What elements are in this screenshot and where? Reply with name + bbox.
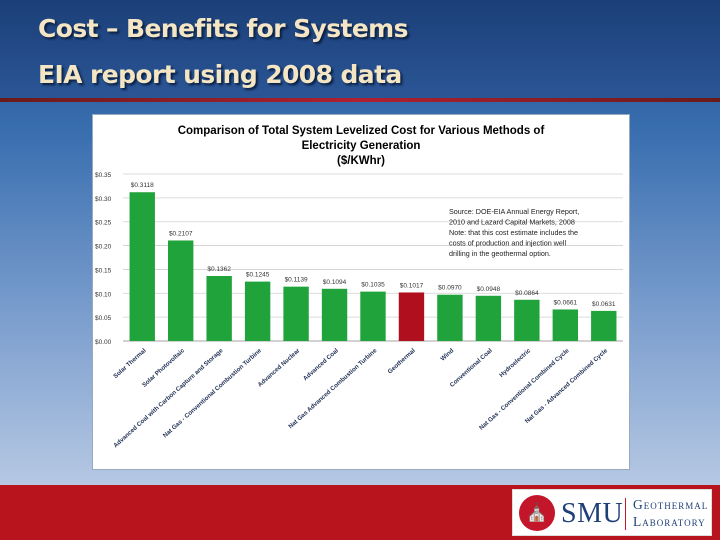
y-tick-label: $0.30 (95, 196, 112, 203)
slide-subtitle: EIA report using 2008 data (38, 60, 402, 89)
bar (206, 276, 232, 341)
category-label: Hydroelectric (498, 347, 532, 379)
bar (321, 288, 348, 341)
bar (552, 309, 578, 341)
bar (360, 291, 386, 341)
bar-value-label: $0.1139 (285, 277, 308, 284)
chart-title-line: Comparison of Total System Levelized Cos… (178, 125, 545, 137)
chart-panel: Comparison of Total System Levelized Cos… (92, 114, 630, 470)
category-label: Nat Gas Advanced Combustion Turbine (287, 347, 378, 430)
bar (129, 192, 155, 341)
chart-annotation: 2010 and Lazard Capital Markets, 2008 (449, 218, 575, 227)
y-tick-label: $0.10 (95, 291, 112, 298)
bar-value-label: $0.1362 (207, 266, 231, 273)
logo-line2: Laboratory (633, 514, 706, 529)
y-tick-label: $0.25 (95, 220, 112, 227)
chart-annotation: drilling in the geothermal option. (449, 249, 551, 258)
bar (168, 240, 194, 341)
bar (514, 299, 540, 341)
bar-value-label: $0.0864 (515, 290, 539, 297)
bar-value-label: $0.1245 (246, 272, 270, 279)
seal-icon: ⛪ (519, 495, 555, 531)
title-divider (0, 98, 720, 102)
bar-value-label: $0.0661 (554, 299, 578, 306)
bar (591, 310, 617, 341)
chart-annotation: Note: that this cost estimate includes t… (449, 228, 578, 237)
bar-value-label: $0.0948 (477, 286, 501, 293)
y-tick-label: $0.00 (95, 339, 112, 346)
bar-value-label: $0.1035 (361, 282, 385, 289)
bar (475, 295, 502, 341)
bar-value-label: $0.1094 (323, 279, 347, 286)
chart-annotation: costs of production and injection well (449, 239, 566, 248)
y-tick-label: $0.35 (95, 172, 112, 179)
chart-title-line: Electricity Generation (302, 140, 421, 152)
chart-annotation: Source: DOE-EIA Annual Energy Report, (449, 207, 579, 216)
smu-logo: ⛪ SMU Geothermal Laboratory (512, 489, 712, 536)
bar (244, 281, 271, 341)
bar (283, 286, 309, 341)
bar-value-label: $0.0631 (592, 301, 616, 308)
y-tick-label: $0.20 (95, 244, 112, 251)
slide-title: Cost – Benefits for Systems (38, 14, 409, 43)
bar-value-label: $0.0970 (438, 285, 462, 292)
logo-line1: Geothermal (633, 497, 709, 512)
category-label: Conventional Coal (449, 347, 494, 389)
bar (398, 292, 425, 341)
category-label: Solar Thermal (112, 347, 148, 380)
bar (437, 294, 463, 341)
category-label: Geothermal (387, 347, 417, 375)
category-label: Advanced Nuclear (257, 347, 302, 389)
logo-divider (625, 498, 626, 530)
bar-chart: Comparison of Total System Levelized Cos… (95, 125, 623, 449)
bar-value-label: $0.3118 (131, 182, 154, 189)
y-tick-label: $0.15 (95, 267, 112, 274)
category-label: Nat Gas - Advanced Combined Cycle (524, 347, 610, 425)
bar-value-label: $0.2107 (169, 230, 193, 237)
chart-title-line: ($/KWhr) (337, 155, 385, 167)
bar-value-label: $0.1017 (400, 282, 424, 289)
category-label: Advanced Coal (302, 347, 340, 382)
y-tick-label: $0.05 (95, 315, 112, 322)
category-label: Wind (439, 347, 455, 362)
logo-name: SMU (561, 498, 624, 529)
title-bar (0, 0, 720, 100)
